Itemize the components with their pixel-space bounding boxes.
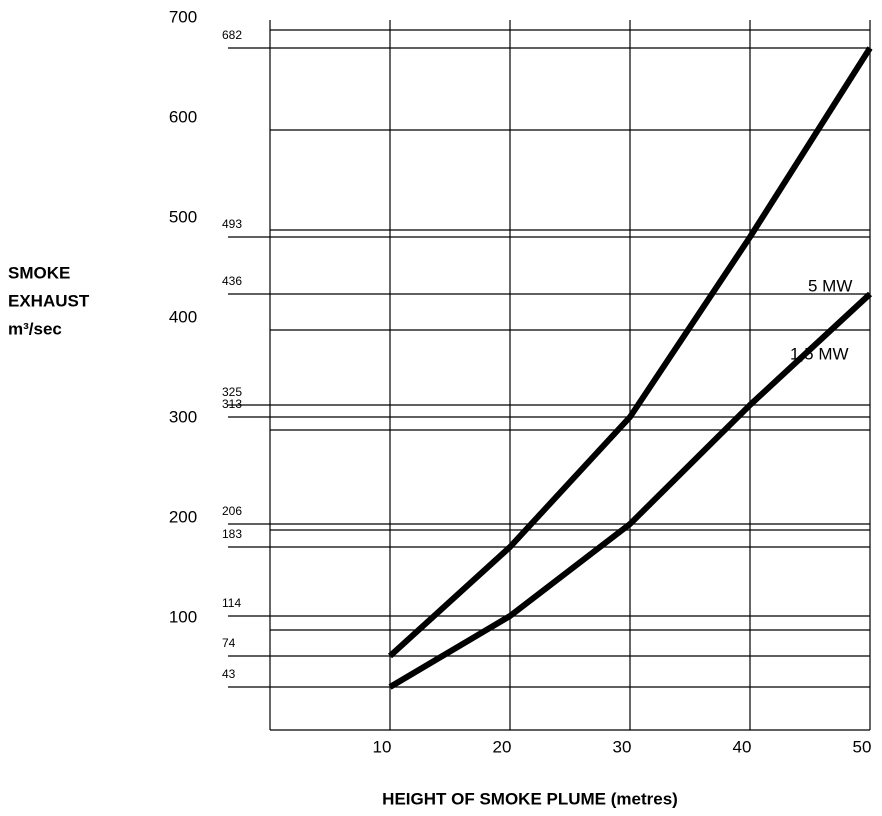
reference-label: 325 [222, 385, 242, 399]
reference-label: 313 [222, 397, 242, 411]
y-tick-label: 700 [169, 7, 197, 26]
x-tick-label: 40 [733, 737, 752, 756]
series-line [388, 291, 873, 690]
y-tick-label: 100 [169, 607, 197, 626]
reference-label: 436 [222, 274, 242, 288]
x-tick-label: 50 [853, 737, 872, 756]
y-tick-label: 300 [169, 407, 197, 426]
x-tick-label: 20 [493, 737, 512, 756]
series-label: 1,5 MW [790, 344, 849, 363]
reference-label: 114 [222, 596, 241, 610]
reference-label: 183 [222, 527, 242, 541]
x-tick-label: 10 [373, 737, 392, 756]
y-tick-label: 500 [169, 207, 197, 226]
y-tick-label: 400 [169, 307, 197, 326]
x-tick-label: 30 [613, 737, 632, 756]
series-label: 5 MW [808, 276, 852, 295]
y-axis-label: SMOKE [8, 263, 70, 282]
y-tick-label: 200 [169, 507, 197, 526]
reference-label: 43 [222, 667, 236, 681]
series-line [387, 46, 873, 659]
reference-label: 493 [222, 217, 242, 231]
y-axis-label: EXHAUST [8, 291, 90, 310]
x-axis-label: HEIGHT OF SMOKE PLUME (metres) [382, 789, 678, 808]
reference-label: 74 [222, 636, 236, 650]
reference-label: 682 [222, 28, 242, 42]
y-tick-label: 600 [169, 107, 197, 126]
reference-label: 206 [222, 504, 242, 518]
y-axis-label: m³/sec [8, 319, 62, 338]
